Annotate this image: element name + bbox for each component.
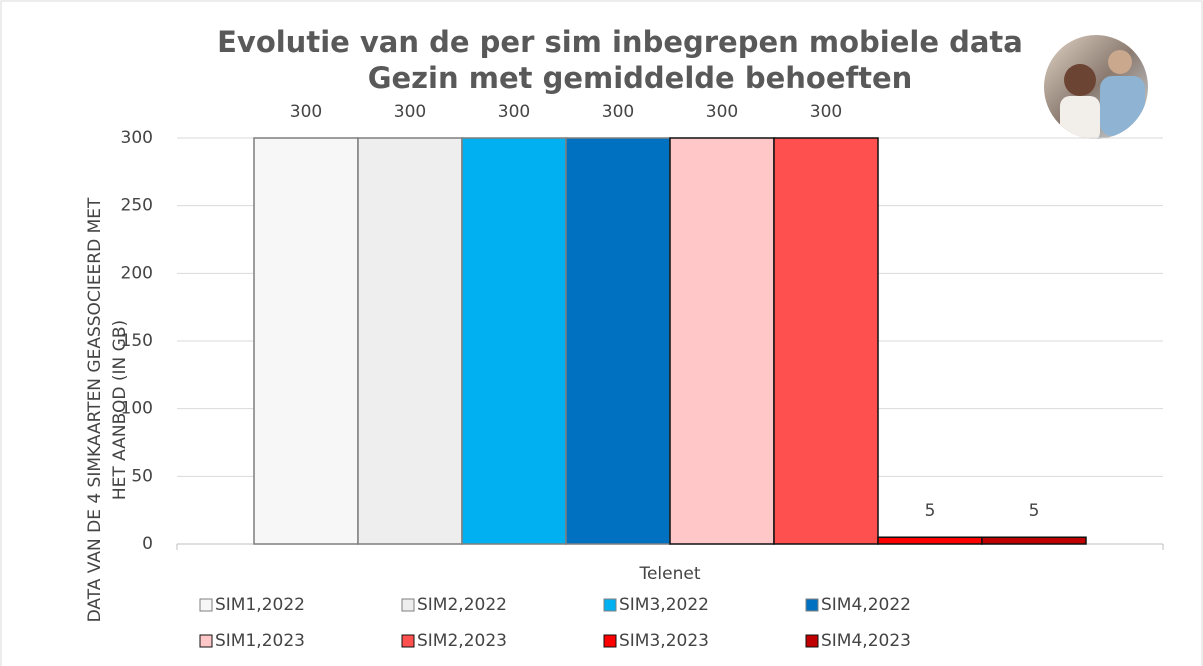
legend-label: SIM4,2023: [821, 631, 911, 651]
bar: [773, 137, 879, 545]
legend-swatch: [805, 634, 819, 648]
bar: [565, 137, 671, 545]
legend-swatch: [401, 598, 415, 612]
legend-label: SIM2,2022: [417, 595, 507, 615]
y-tick-label: 0: [142, 534, 153, 554]
y-tick-label: 200: [121, 263, 153, 283]
bar: [461, 137, 567, 545]
bar: [253, 137, 359, 545]
x-tick-label: Telenet: [638, 564, 700, 584]
y-tick-label: 50: [131, 466, 153, 486]
bar: [357, 137, 463, 545]
y-tick-label: 150: [121, 331, 153, 351]
data-label: 5: [925, 501, 936, 521]
data-label: 300: [602, 102, 634, 122]
legend-swatch: [603, 598, 617, 612]
chart-subtitle: Gezin met gemiddelde behoeften: [368, 61, 913, 95]
legend-swatch: [805, 598, 819, 612]
y-tick-label: 100: [121, 399, 153, 419]
legend-swatch: [603, 634, 617, 648]
y-tick-label: 300: [121, 128, 153, 148]
legend-label: SIM3,2022: [619, 595, 709, 615]
legend-swatch: [199, 634, 213, 648]
legend-label: SIM1,2022: [215, 595, 305, 615]
data-label: 300: [394, 102, 426, 122]
chart-title: Evolutie van de per sim inbegrepen mobie…: [217, 25, 1023, 59]
legend-swatch: [199, 598, 213, 612]
y-axis-label: HET AANBOD (IN GB): [110, 320, 130, 500]
photo: [1044, 35, 1148, 139]
data-label: 300: [810, 102, 842, 122]
legend-swatch: [401, 634, 415, 648]
data-label: 300: [290, 102, 322, 122]
legend-label: SIM4,2022: [821, 595, 911, 615]
data-label: 300: [706, 102, 738, 122]
bar: [669, 137, 775, 545]
legend-label: SIM3,2023: [619, 631, 709, 651]
bar: [877, 536, 983, 545]
bar: [981, 536, 1087, 545]
y-axis-label: DATA VAN DE 4 SIMKAARTEN GEASSOCIEERD ME…: [85, 197, 105, 622]
legend-label: SIM1,2023: [215, 631, 305, 651]
data-label: 5: [1029, 501, 1040, 521]
legend-label: SIM2,2023: [417, 631, 507, 651]
data-label: 300: [498, 102, 530, 122]
y-tick-label: 250: [121, 196, 153, 216]
